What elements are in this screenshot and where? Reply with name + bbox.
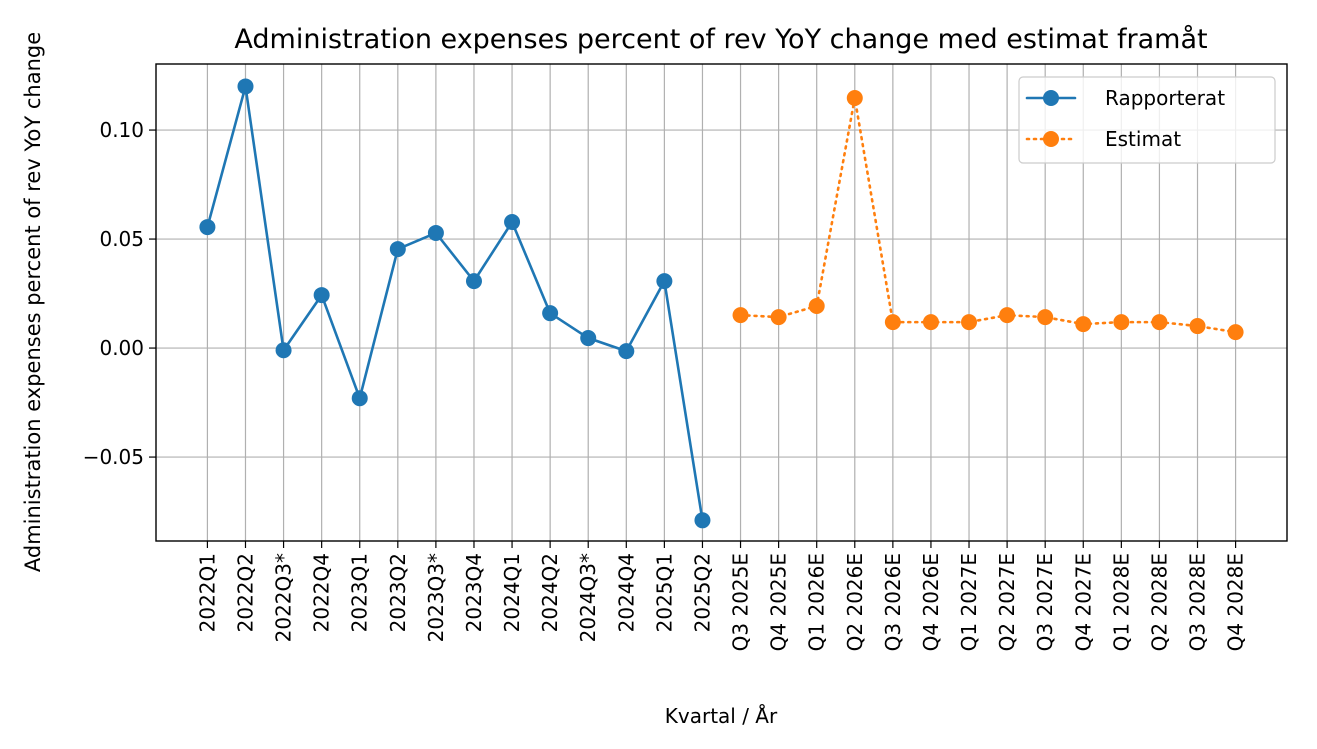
point (922, 314, 939, 331)
x-tick-label: Q3 2026E (881, 553, 905, 651)
point (542, 305, 559, 322)
y-tick-label: 0.10 (99, 118, 144, 142)
x-tick-label: 2025Q2 (690, 553, 714, 632)
legend-box (1018, 76, 1276, 164)
point (351, 390, 368, 407)
y-axis-label: Administration expenses percent of rev Y… (21, 32, 45, 572)
y-tick-label: 0.00 (99, 336, 144, 360)
point (580, 330, 597, 347)
point (1151, 314, 1168, 331)
x-tick-label: 2023Q1 (348, 553, 372, 632)
y-tick-label: −0.05 (83, 445, 144, 469)
point (618, 343, 635, 360)
x-tick-label: Q2 2026E (843, 553, 867, 651)
x-tick-label: Q1 2026E (805, 553, 829, 651)
point (999, 307, 1016, 324)
point (770, 309, 787, 326)
point (1113, 314, 1130, 331)
x-tick-label: 2023Q2 (386, 553, 410, 632)
series-line (206, 86, 704, 522)
x-tick-label: 2022Q2 (233, 553, 257, 632)
x-tick-label: 2024Q4 (614, 553, 638, 632)
x-tick-label: Q3 2028E (1186, 553, 1210, 651)
point (1189, 318, 1206, 335)
legend-label: Rapporterat (1105, 86, 1225, 110)
x-tick-label: Q1 2027E (957, 553, 981, 651)
point (732, 307, 749, 324)
x-axis-label: Kvartal / År (665, 704, 778, 728)
legend: Rapporterat Estimat (1018, 76, 1276, 164)
x-tick-label: Q3 2025E (729, 553, 753, 651)
x-tick-label: 2022Q3* (272, 553, 296, 642)
x-tick-label: 2024Q1 (500, 553, 524, 632)
y-tick-label: 0.05 (99, 227, 144, 251)
x-tick-label: 2023Q3* (424, 553, 448, 642)
legend-marker (1043, 90, 1059, 106)
point (1037, 309, 1054, 326)
point (1227, 324, 1244, 341)
x-tick-label: 2024Q2 (538, 553, 562, 632)
point (694, 512, 711, 529)
point (656, 273, 673, 290)
x-tick-label: 2022Q4 (310, 553, 334, 632)
point (389, 241, 406, 258)
point (237, 78, 254, 95)
x-tick-label: 2025Q1 (652, 553, 676, 632)
point (199, 219, 216, 236)
x-tick-label: Q4 2026E (919, 553, 943, 651)
point (961, 314, 978, 331)
x-tick-label: Q2 2028E (1147, 553, 1171, 651)
legend-marker (1043, 131, 1059, 147)
point (465, 273, 482, 290)
plot-frame (155, 63, 1288, 542)
chart-title: Administration expenses percent of rev Y… (234, 24, 1207, 55)
point (846, 90, 863, 107)
point (884, 314, 901, 331)
point (808, 297, 825, 314)
x-tick-label: 2023Q4 (462, 553, 486, 632)
legend-label: Estimat (1105, 127, 1181, 151)
x-tick-label: Q3 2027E (1033, 553, 1057, 651)
point (275, 342, 292, 359)
x-tick-label: Q4 2027E (1071, 553, 1095, 651)
x-tick-label: Q4 2028E (1224, 553, 1248, 651)
x-tick-label: Q2 2027E (995, 553, 1019, 651)
x-tick-label: Q1 2028E (1109, 553, 1133, 651)
point (313, 287, 330, 304)
x-tick-label: 2024Q3* (576, 553, 600, 642)
point (1075, 316, 1092, 333)
x-tick-label: Q4 2025E (767, 553, 791, 651)
x-tick-label: 2022Q1 (195, 553, 219, 632)
point (427, 224, 444, 241)
point (504, 214, 521, 231)
